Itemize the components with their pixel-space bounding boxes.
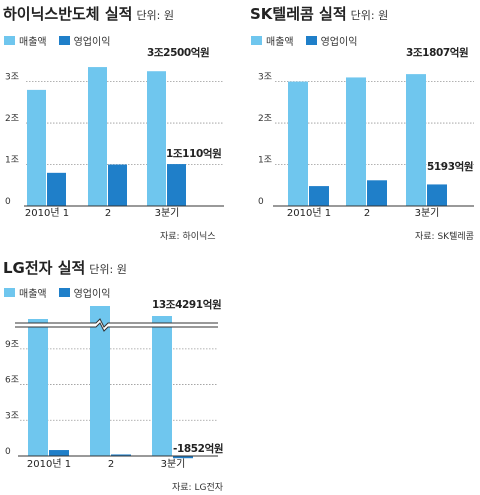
chart-lg: 0 3조 6조 9조 2010년 1 2 3분기 13조4291억원 -1852억원	[5, 298, 224, 470]
legend-label-profit: 영업이익	[320, 37, 358, 48]
bar-operating-profit	[108, 164, 127, 206]
unit-label: 단위: 원	[136, 9, 174, 22]
legend-item-profit: 영업이익	[305, 33, 358, 48]
legend-item-revenue: 매출액	[251, 33, 294, 48]
data-label: 13조4291억원	[152, 298, 221, 311]
chart-title-text: LG전자 실적	[3, 259, 86, 277]
bar-revenue	[90, 306, 110, 456]
bar-revenue	[288, 81, 308, 206]
data-label: 5193억원	[427, 160, 473, 173]
bar-revenue	[147, 71, 166, 207]
legend-skt: 매출액 영업이익	[251, 33, 369, 48]
y-tick-label: 3조	[5, 73, 19, 83]
legend-lg: 매출액 영업이익	[4, 285, 122, 300]
unit-label: 단위: 원	[89, 263, 127, 276]
axis-break-line	[15, 322, 218, 332]
legend-swatch-revenue	[251, 36, 262, 45]
bar-operating-profit	[49, 450, 69, 456]
data-label: 1조110억원	[166, 147, 221, 160]
data-label: 3조2500억원	[147, 46, 209, 59]
y-tick-label: 3조	[5, 411, 19, 421]
source-skt: 자료: SK텔레콤	[415, 232, 474, 242]
y-tick-label: 0	[258, 197, 264, 207]
legend-swatch-profit	[305, 36, 317, 45]
bar-operating-profit	[167, 164, 186, 206]
bar-revenue	[88, 67, 107, 206]
x-tick-label: 2010년 1	[27, 458, 71, 470]
chart-skt: 0 1조 2조 3조 2010년 1 2 3분기 3조1807억원 5193억원	[258, 46, 474, 219]
bar-operating-profit	[111, 454, 131, 456]
bar-operating-profit	[173, 456, 193, 459]
chart-title-text: 하이닉스반도체 실적	[3, 5, 133, 23]
legend-swatch-revenue	[4, 36, 15, 45]
legend-hynix: 매출액 영업이익	[4, 33, 122, 48]
y-tick-label: 1조	[258, 156, 272, 166]
legend-label-profit: 영업이익	[73, 289, 111, 300]
bar-revenue	[28, 319, 48, 456]
legend-label-revenue: 매출액	[19, 289, 47, 300]
legend-label-revenue: 매출액	[19, 37, 47, 48]
legend-swatch-revenue	[4, 288, 15, 297]
legend-item-profit: 영업이익	[58, 285, 111, 300]
unit-label: 단위: 원	[350, 9, 389, 22]
legend-item-profit: 영업이익	[58, 33, 111, 48]
bar-operating-profit	[309, 186, 329, 206]
x-tick-label: 2010년 1	[25, 207, 69, 219]
x-tick-label: 2	[108, 459, 114, 470]
data-label: -1852억원	[173, 442, 223, 455]
source-hynix: 자료: 하이닉스	[160, 232, 216, 242]
x-tick-label: 3분기	[155, 207, 180, 219]
x-tick-label: 2	[105, 208, 111, 219]
axis-break-band	[15, 319, 218, 331]
y-tick-label: 1조	[5, 156, 19, 166]
legend-item-revenue: 매출액	[4, 33, 47, 48]
x-tick-label: 3분기	[161, 458, 186, 470]
chart-title-hynix: 하이닉스반도체 실적 단위: 원	[3, 3, 174, 24]
legend-label-profit: 영업이익	[73, 37, 111, 48]
y-tick-label: 2조	[258, 114, 272, 124]
chart-title-lg: LG전자 실적 단위: 원	[3, 257, 127, 278]
x-tick-label: 2010년 1	[287, 207, 331, 219]
axis-break-line	[15, 318, 218, 328]
y-tick-label: 0	[5, 447, 11, 457]
legend-item-revenue: 매출액	[4, 285, 47, 300]
y-tick-label: 2조	[5, 114, 19, 124]
bar-operating-profit	[427, 184, 447, 206]
legend-label-revenue: 매출액	[266, 37, 294, 48]
bar-revenue	[152, 316, 172, 456]
bar-operating-profit	[47, 172, 66, 206]
bar-operating-profit	[367, 180, 387, 206]
legend-swatch-profit	[58, 288, 70, 297]
chart-title-text: SK텔레콤 실적	[250, 5, 347, 23]
x-tick-label: 2	[364, 208, 370, 219]
chart-title-skt: SK텔레콤 실적 단위: 원	[250, 3, 388, 24]
x-tick-label: 3분기	[415, 207, 440, 219]
data-label: 3조1807억원	[406, 46, 468, 59]
chart-hynix: 0 1조 2조 3조 2010년 1 2 3분기 3조2500억원 1조110억원	[5, 46, 224, 219]
legend-swatch-profit	[58, 36, 70, 45]
source-lg: 자료: LG전자	[172, 483, 224, 493]
y-tick-label: 0	[5, 197, 11, 207]
bar-revenue	[346, 77, 366, 206]
bar-revenue	[406, 74, 426, 206]
y-tick-label: 9조	[5, 340, 19, 350]
y-tick-label: 6조	[5, 376, 19, 386]
bar-revenue	[27, 89, 46, 206]
y-tick-label: 3조	[258, 73, 272, 83]
